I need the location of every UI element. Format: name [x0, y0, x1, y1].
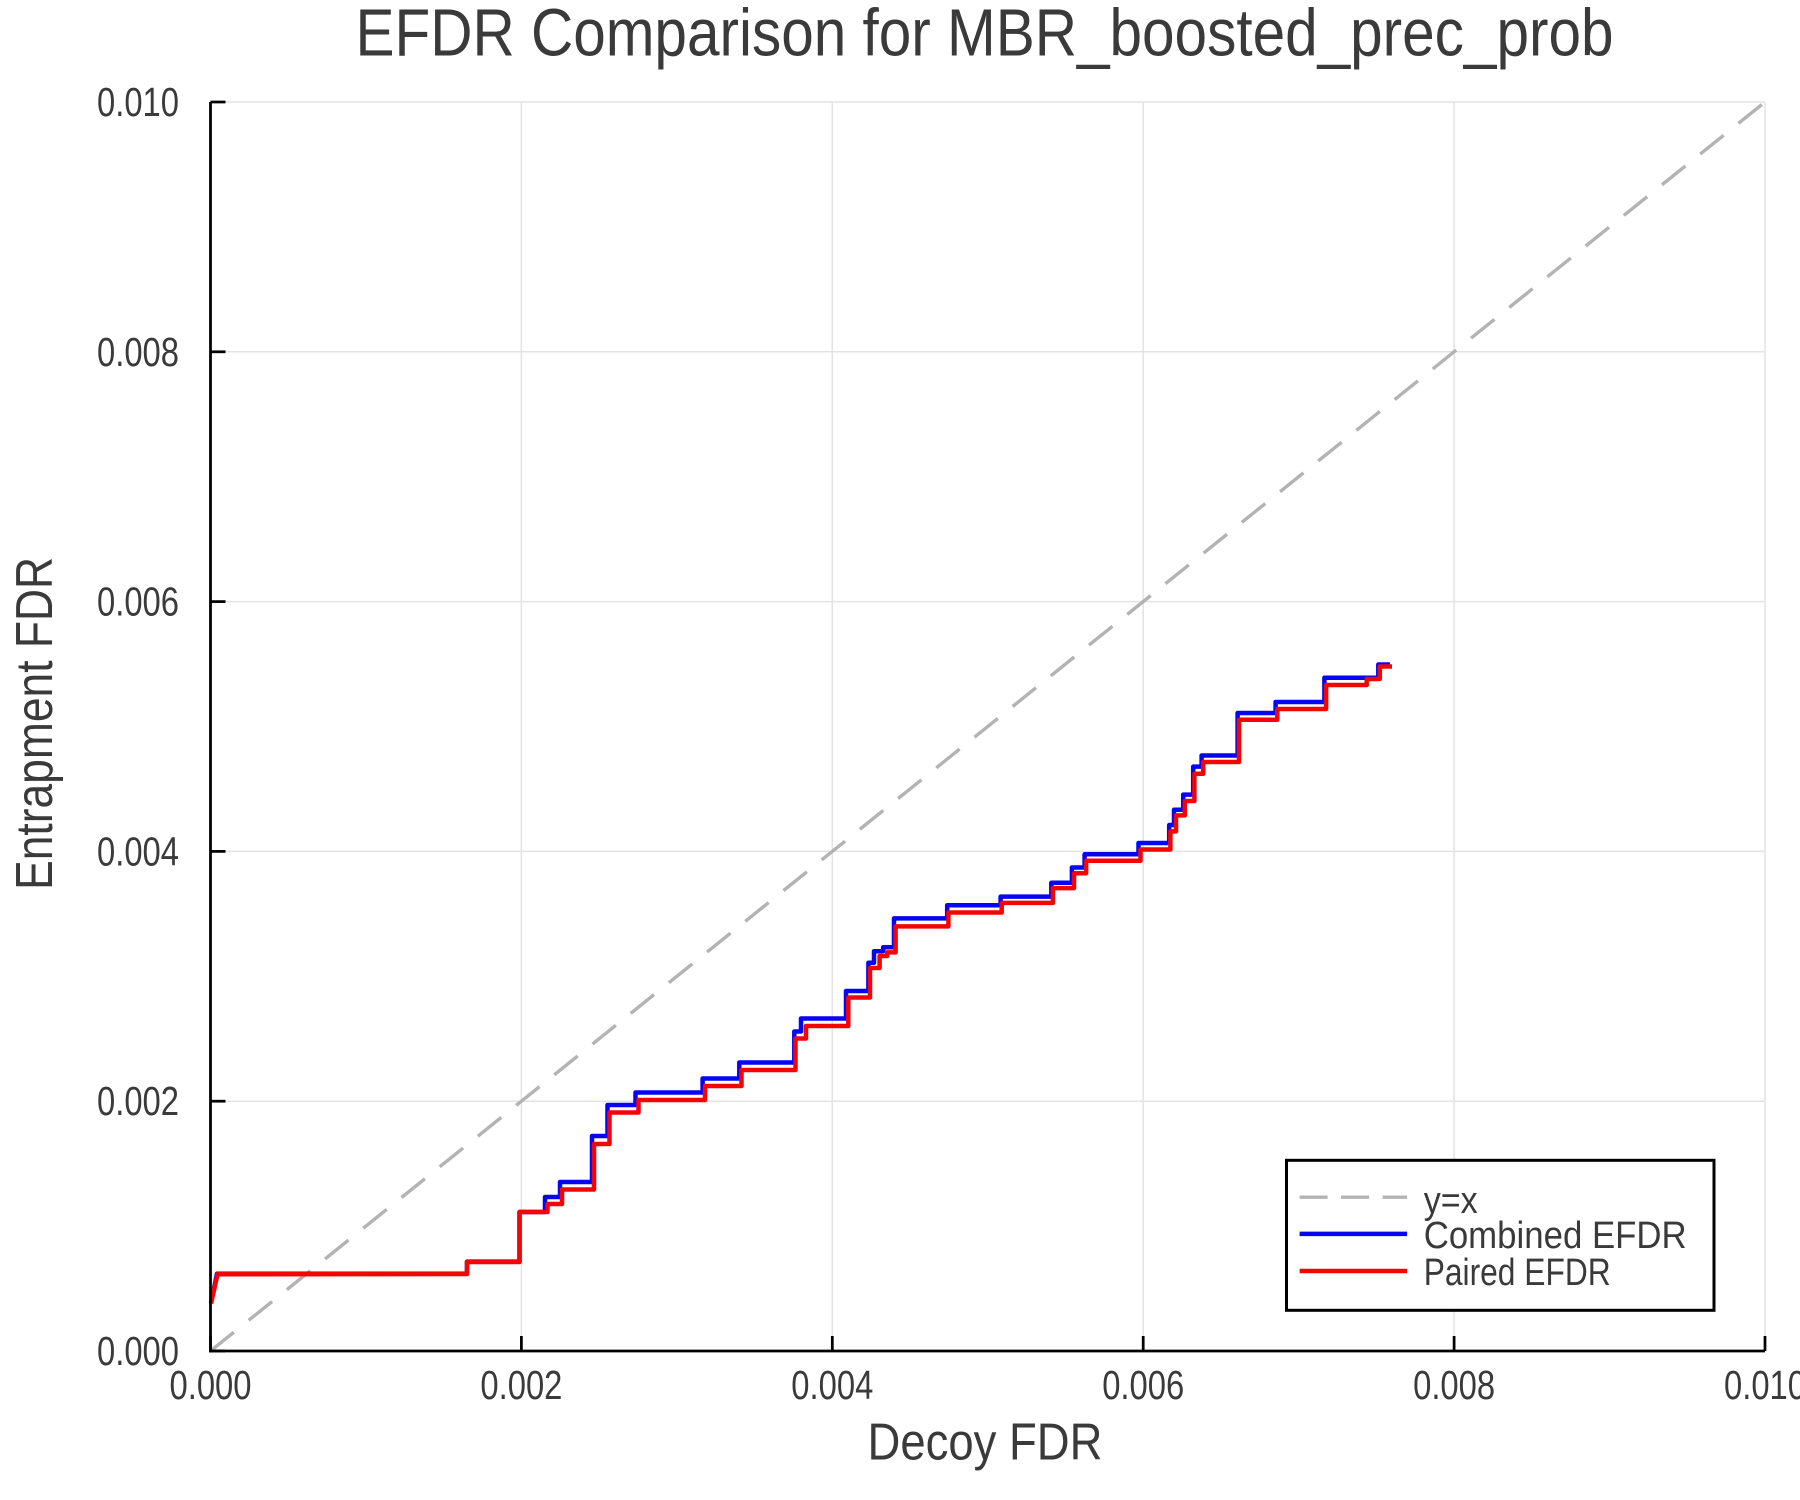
svg-text:0.002: 0.002 — [480, 1362, 562, 1408]
svg-text:0.010: 0.010 — [1724, 1362, 1800, 1408]
svg-text:0.010: 0.010 — [97, 79, 179, 125]
svg-text:EFDR Comparison for MBR_booste: EFDR Comparison for MBR_boosted_prec_pro… — [356, 0, 1614, 71]
svg-text:Entrapment FDR: Entrapment FDR — [5, 557, 63, 890]
svg-text:0.006: 0.006 — [1102, 1362, 1184, 1408]
svg-text:0.004: 0.004 — [791, 1362, 873, 1408]
svg-text:0.006: 0.006 — [97, 579, 179, 625]
svg-text:Paired EFDR: Paired EFDR — [1424, 1252, 1611, 1294]
svg-text:0.008: 0.008 — [97, 329, 179, 375]
svg-text:y=x: y=x — [1424, 1180, 1478, 1222]
svg-text:Combined EFDR: Combined EFDR — [1424, 1215, 1687, 1257]
svg-text:0.000: 0.000 — [97, 1328, 179, 1374]
svg-text:0.000: 0.000 — [170, 1362, 252, 1408]
svg-text:0.002: 0.002 — [97, 1078, 179, 1124]
svg-text:0.008: 0.008 — [1413, 1362, 1495, 1408]
svg-text:0.004: 0.004 — [97, 828, 179, 874]
svg-text:Decoy FDR: Decoy FDR — [868, 1413, 1103, 1471]
